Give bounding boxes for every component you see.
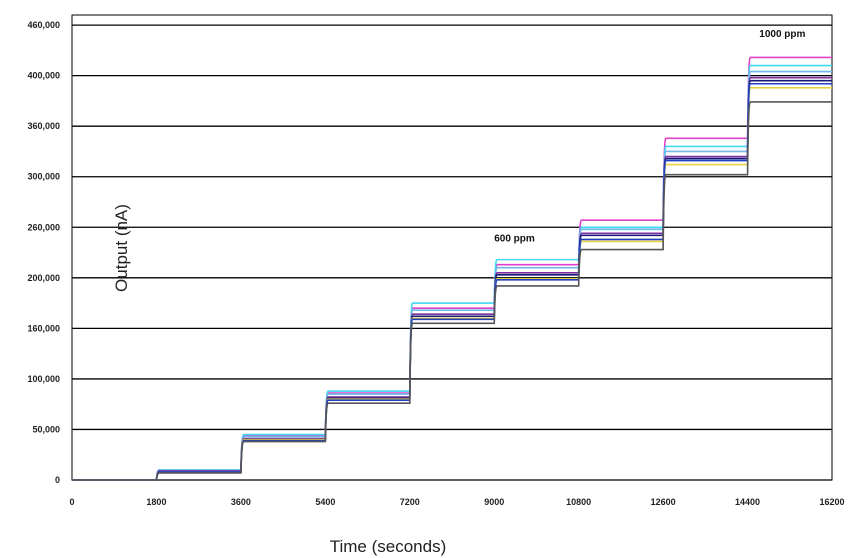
y-tick-label: 50,000: [32, 424, 60, 434]
x-axis-label: Time (seconds): [330, 537, 447, 556]
x-tick-label: 12600: [651, 497, 676, 507]
x-tick-label: 0: [69, 497, 74, 507]
plot-frame: [71, 14, 833, 481]
annotation-2: 1000 ppm: [759, 29, 805, 40]
y-tick-label: 260,000: [27, 222, 60, 232]
series-line-7: [72, 82, 832, 481]
series-lines: [72, 56, 832, 481]
annotation-1: 600 ppm: [494, 233, 535, 244]
x-tick-label: 14400: [735, 497, 760, 507]
x-tick-label: 5400: [315, 497, 335, 507]
y-tick-label: 400,000: [27, 71, 60, 81]
x-tick-label: 7200: [400, 497, 420, 507]
y-tick-label: 200,000: [27, 273, 60, 283]
y-tick-label: 160,000: [27, 323, 60, 333]
series-line-3: [72, 70, 832, 481]
y-tick-label: 100,000: [27, 374, 60, 384]
series-line-5: [72, 79, 832, 481]
x-tick-label: 10800: [566, 497, 591, 507]
x-tick-labels: 0 1800 3600 5400 7200 9000 10800 12600 14400 1620…: [69, 497, 844, 507]
annotations: 600 ppm 1000 ppm: [494, 29, 805, 244]
y-tick-label: 0: [55, 475, 60, 485]
y-tick-label: 460,000: [27, 20, 60, 30]
x-tick-label: 1800: [146, 497, 166, 507]
y-tick-label: 360,000: [27, 121, 60, 131]
gridlines: [72, 24, 832, 481]
x-tick-label: 3600: [231, 497, 251, 507]
series-line-1: [72, 56, 832, 481]
y-axis-label: Output (nA): [112, 204, 131, 292]
y-tick-labels: 0 50,000 100,000 160,000 200,000 260,000 300,0…: [27, 20, 60, 485]
x-tick-label: 16200: [819, 497, 844, 507]
series-line-8: [72, 101, 832, 481]
series-line-2: [72, 64, 832, 481]
x-tick-label: 9000: [484, 497, 504, 507]
y-tick-label: 300,000: [27, 172, 60, 182]
